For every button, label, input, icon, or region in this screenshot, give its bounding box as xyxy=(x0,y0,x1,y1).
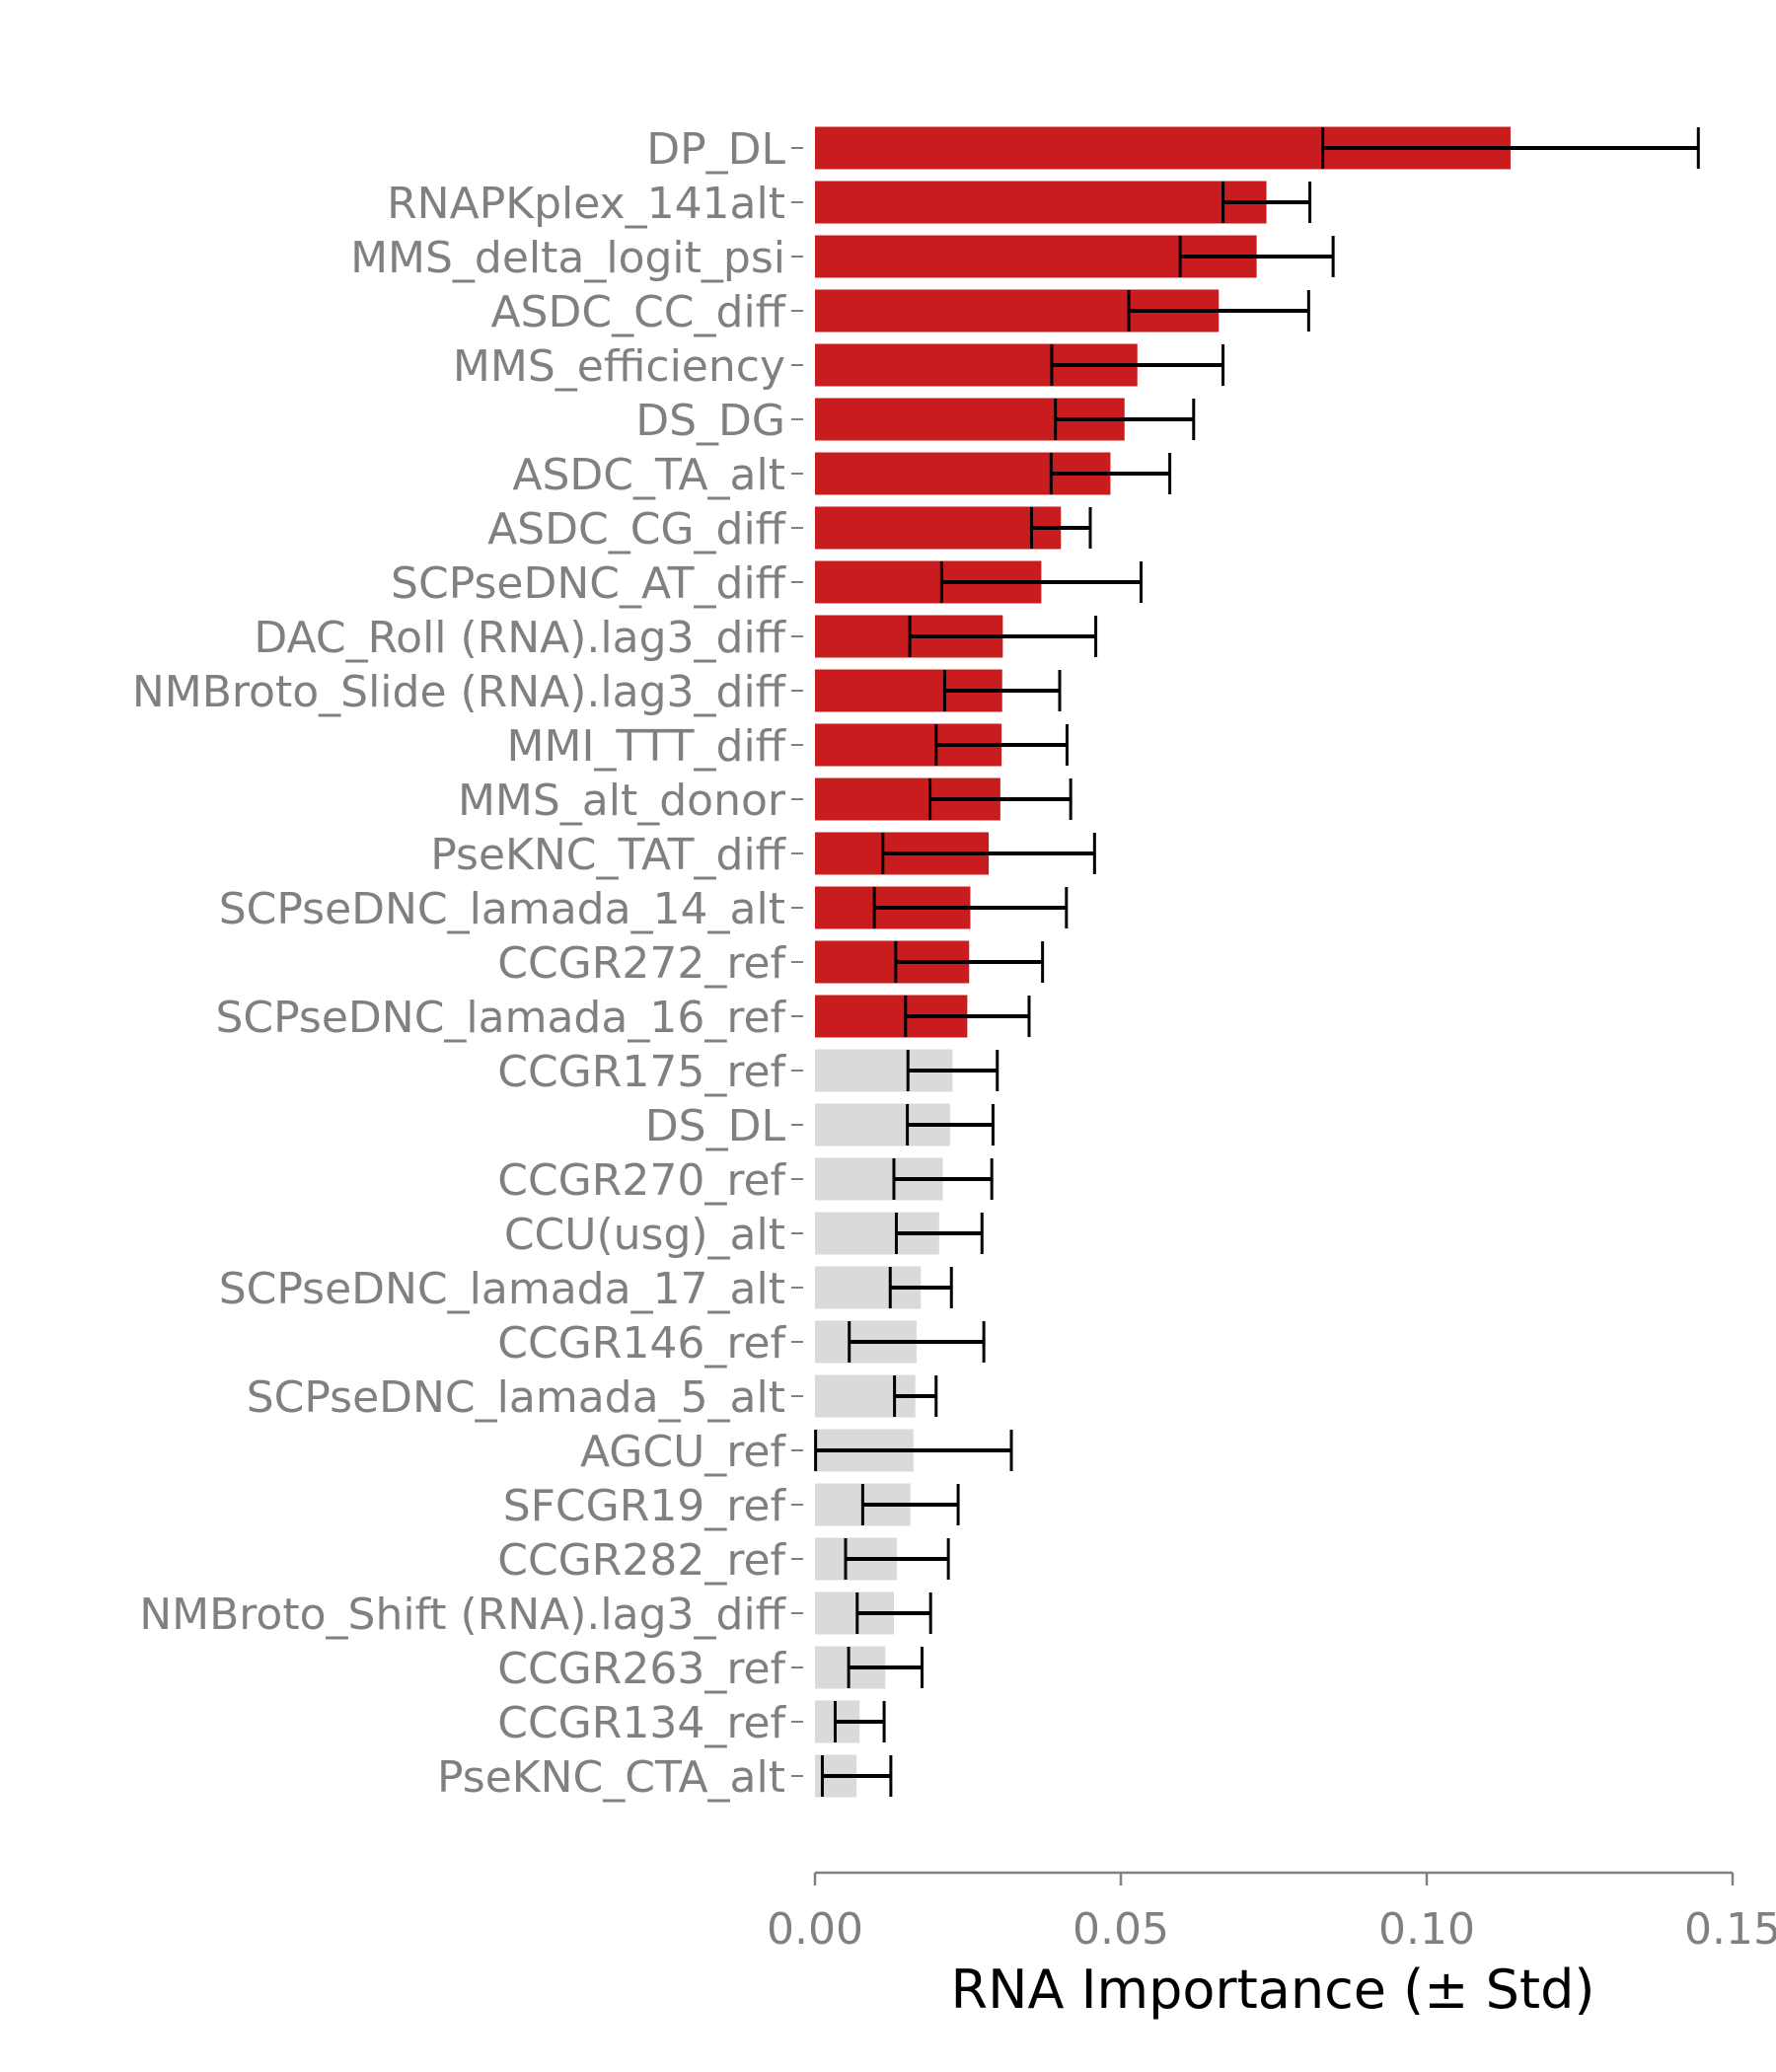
category-label: DAC_Roll (RNA).lag3_diff xyxy=(254,613,786,663)
category-label: PseKNC_CTA_alt xyxy=(437,1752,785,1803)
category-label: DP_DL xyxy=(646,124,785,175)
category-label: SCPseDNC_lamada_16_ref xyxy=(216,993,787,1043)
x-tick-label: 0.00 xyxy=(767,1904,863,1955)
category-label: CCGR134_ref xyxy=(497,1698,786,1748)
category-label: PseKNC_TAT_diff xyxy=(430,830,786,880)
category-label: SCPseDNC_lamada_17_alt xyxy=(219,1264,785,1314)
x-axis: 0.00 0.05 0.10 0.15 xyxy=(767,1871,1776,1955)
category-label: CCGR175_ref xyxy=(497,1047,786,1097)
category-label: SCPseDNC_lamada_14_alt xyxy=(219,884,785,934)
bar xyxy=(815,181,1267,224)
x-axis-title: RNA Importance (± Std) xyxy=(951,1959,1595,2021)
category-label: RNAPKplex_141alt xyxy=(387,179,785,229)
category-label: ASDC_CG_diff xyxy=(487,504,787,555)
category-label: MMS_alt_donor xyxy=(458,776,786,826)
category-label: NMBroto_Slide (RNA).lag3_diff xyxy=(132,667,787,717)
category-label: DS_DG xyxy=(635,396,785,446)
category-label: CCGR282_ref xyxy=(497,1535,786,1586)
category-label: SFCGR19_ref xyxy=(503,1481,787,1531)
category-label: DS_DL xyxy=(645,1101,786,1151)
category-label: CCU(usg)_alt xyxy=(504,1210,785,1260)
errorbars-group xyxy=(814,127,1700,1797)
category-label: SCPseDNC_lamada_5_alt xyxy=(247,1372,785,1423)
category-label: MMS_delta_logit_psi xyxy=(350,233,785,283)
category-label: ASDC_TA_alt xyxy=(512,450,785,500)
category-label: NMBroto_Shift (RNA).lag3_diff xyxy=(139,1590,786,1640)
x-tick-label: 0.15 xyxy=(1684,1904,1776,1955)
category-label: SCPseDNC_AT_diff xyxy=(391,558,787,609)
category-label: MMS_efficiency xyxy=(453,341,785,392)
category-label: CCGR272_ref xyxy=(497,938,786,989)
category-label: AGCU_ref xyxy=(580,1427,787,1477)
category-label: MMI_TTT_diff xyxy=(507,721,787,772)
category-label: CCGR146_ref xyxy=(497,1318,786,1369)
category-label: ASDC_CC_diff xyxy=(490,287,786,337)
bar xyxy=(815,506,1062,550)
category-labels: DP_DLRNAPKplex_141altMMS_delta_logit_psi… xyxy=(132,124,803,1803)
category-label: CCGR263_ref xyxy=(497,1644,786,1694)
category-label: CCGR270_ref xyxy=(497,1155,786,1206)
x-tick-label: 0.05 xyxy=(1073,1904,1169,1955)
x-tick-label: 0.10 xyxy=(1378,1904,1475,1955)
